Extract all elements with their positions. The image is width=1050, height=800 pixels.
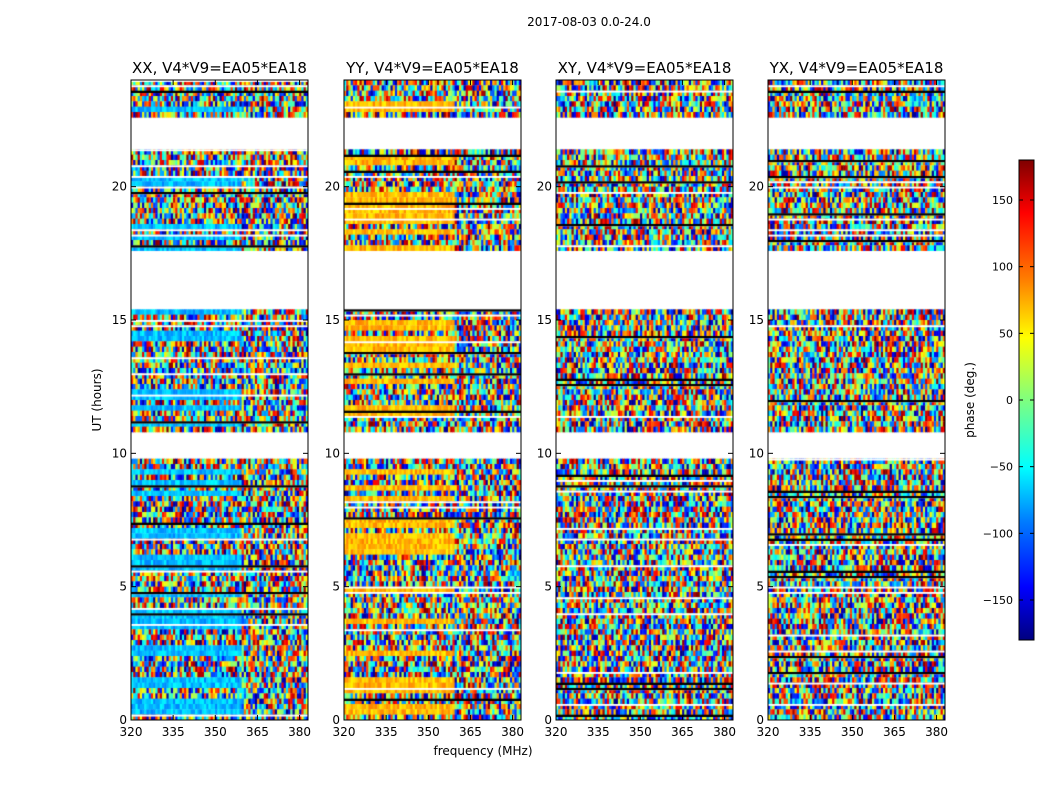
y-tick-label: 0 [756,713,764,727]
y-axis-label: UT (hours) [90,368,104,431]
panel-title: YY, V4*V9=EA05*EA18 [345,59,519,77]
x-tick-label: 350 [204,725,227,739]
x-tick-label: 320 [120,725,143,739]
x-tick-label: 365 [883,725,906,739]
x-tick-label: 380 [713,725,736,739]
x-tick-label: 380 [501,725,524,739]
y-tick-label: 15 [537,313,552,327]
colorbar-label: phase (deg.) [963,362,977,438]
x-tick-label: 380 [288,725,311,739]
y-tick-label: 5 [544,580,552,594]
x-tick-label: 350 [417,725,440,739]
colorbar-tick-label: 50 [999,327,1013,340]
figure-suptitle: 2017-08-03 0.0-24.0 [527,15,651,29]
x-tick-label: 335 [587,725,610,739]
panel-title: XY, V4*V9=EA05*EA18 [558,59,732,77]
colorbar-ticks: −150 −100 −50 0 50 100 150 [983,194,1034,607]
y-tick-label: 15 [112,313,127,327]
y-tick-label: 15 [325,313,340,327]
panel-frame [130,79,309,721]
panel-xx: XX, V4*V9=EA05*EA18 320 335 350 365 380 0 5 10 15… [112,59,311,739]
colorbar-tick-label: 150 [992,194,1013,207]
y-tick-label: 20 [749,180,764,194]
y-tick-label: 20 [325,180,340,194]
panel-title: XX, V4*V9=EA05*EA18 [132,59,307,77]
y-tick-label: 10 [325,446,340,460]
heatmap-image-xy [556,80,733,720]
y-tick-label: 10 [537,446,552,460]
y-tick-label: 10 [749,446,764,460]
panel-title: YX, V4*V9=EA05*EA18 [769,59,944,77]
x-tick-label: 365 [459,725,482,739]
heatmap-image-xx [131,80,308,720]
y-tick-label: 0 [544,713,552,727]
heatmap-image-yx [768,80,945,720]
panel-frame [767,79,946,721]
colorbar-tick-label: 0 [1006,394,1013,407]
colorbar-tick-label: −100 [983,527,1013,540]
x-tick-label: 365 [246,725,269,739]
x-tick-label: 350 [629,725,652,739]
colorbar-tick-label: 100 [992,261,1013,274]
x-tick-label: 320 [545,725,568,739]
y-tick-label: 10 [112,446,127,460]
y-tick-label: 0 [119,713,127,727]
y-tick-label: 20 [537,180,552,194]
y-tick-label: 15 [749,313,764,327]
y-tick-label: 20 [112,180,127,194]
colorbar-tick-label: −150 [983,594,1013,607]
x-tick-label: 335 [162,725,185,739]
y-tick-label: 5 [119,580,127,594]
x-tick-label: 320 [333,725,356,739]
panel-frame [555,79,734,721]
x-axis-label: frequency (MHz) [433,744,532,758]
x-tick-label: 320 [757,725,780,739]
colorbar-tick-label: −50 [990,461,1013,474]
panel-frame [343,79,522,721]
panel-yx: YX, V4*V9=EA05*EA18 320 335 350 365 380 0 5 10 15… [749,59,948,739]
panel-xy: XY, V4*V9=EA05*EA18 320 335 350 365 380 0 5 10 15… [537,59,736,739]
panel-yy: YY, V4*V9=EA05*EA18 320 335 350 365 380 0 5 10 15… [325,59,524,739]
panels-group: XX, V4*V9=EA05*EA18 320 335 350 365 380 0 5 10 15… [112,59,948,739]
x-tick-label: 350 [841,725,864,739]
y-tick-label: 5 [756,580,764,594]
x-tick-label: 380 [925,725,948,739]
y-tick-label: 5 [332,580,340,594]
y-tick-label: 0 [332,713,340,727]
colorbar: −150 −100 −50 0 50 100 150 phase (deg.) [963,159,1035,641]
x-tick-label: 335 [799,725,822,739]
x-tick-label: 365 [671,725,694,739]
x-tick-label: 335 [375,725,398,739]
heatmap-image-yy [344,80,521,720]
